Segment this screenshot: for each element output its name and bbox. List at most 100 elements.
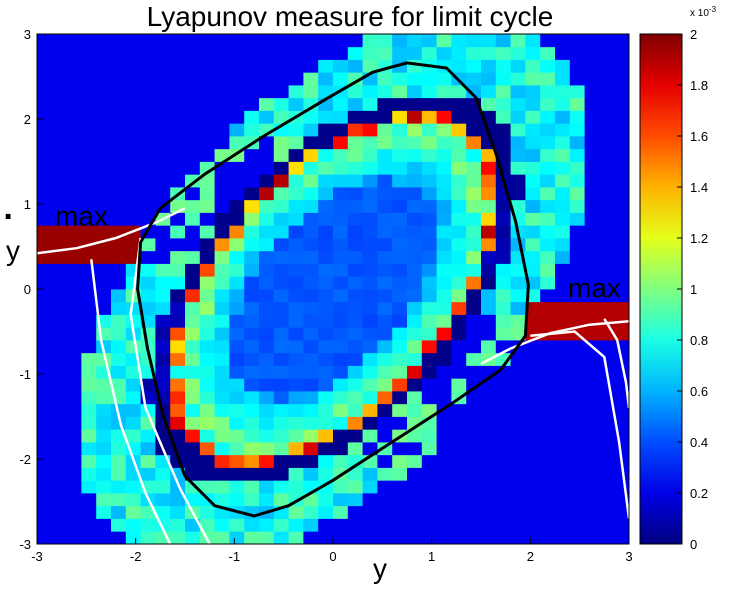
y-axis-label-dot: · bbox=[3, 198, 14, 236]
heatmap-cell bbox=[599, 480, 615, 494]
heatmap-cell bbox=[377, 378, 393, 392]
heatmap-cell bbox=[37, 505, 53, 519]
heatmap-cell bbox=[347, 174, 363, 188]
heatmap-cell bbox=[481, 493, 497, 507]
heatmap-cell bbox=[199, 123, 215, 137]
heatmap-cell bbox=[244, 493, 260, 507]
heatmap-cell bbox=[111, 467, 127, 481]
heatmap-cell bbox=[495, 378, 511, 392]
heatmap-cell bbox=[392, 480, 408, 494]
heatmap-cell bbox=[214, 187, 230, 201]
heatmap-cell bbox=[303, 442, 319, 456]
heatmap-cell bbox=[96, 505, 112, 519]
heatmap-cell bbox=[599, 59, 615, 73]
heatmap-cell bbox=[421, 531, 437, 544]
heatmap-cell bbox=[555, 518, 571, 532]
heatmap-cell bbox=[451, 289, 467, 303]
heatmap-cell bbox=[436, 46, 452, 60]
heatmap-cell bbox=[362, 263, 378, 277]
heatmap-cell bbox=[111, 301, 127, 315]
heatmap-cell bbox=[362, 225, 378, 239]
heatmap-cell bbox=[347, 148, 363, 162]
heatmap-cell bbox=[599, 276, 615, 290]
heatmap-cell bbox=[436, 276, 452, 290]
heatmap-cell bbox=[377, 174, 393, 188]
heatmap-cell bbox=[540, 250, 556, 264]
heatmap-cell bbox=[451, 454, 467, 468]
heatmap-cell bbox=[525, 403, 541, 417]
heatmap-cell bbox=[303, 225, 319, 239]
heatmap-cell bbox=[436, 225, 452, 239]
heatmap-cell bbox=[495, 429, 511, 443]
heatmap-cell bbox=[66, 340, 82, 354]
heatmap-cell bbox=[569, 250, 585, 264]
heatmap-cell bbox=[288, 72, 304, 86]
heatmap-cell bbox=[214, 97, 230, 111]
heatmap-cell bbox=[481, 289, 497, 303]
heatmap-cell bbox=[377, 110, 393, 124]
heatmap-cell bbox=[407, 174, 423, 188]
heatmap-cell bbox=[362, 340, 378, 354]
heatmap-cell bbox=[555, 442, 571, 456]
heatmap-cell bbox=[407, 289, 423, 303]
colorbar-exponent-base: x 10 bbox=[690, 8, 709, 19]
heatmap-cell bbox=[555, 85, 571, 99]
heatmap-cell bbox=[510, 148, 526, 162]
heatmap-cell bbox=[540, 301, 556, 315]
heatmap-cell bbox=[66, 72, 82, 86]
heatmap-cell bbox=[37, 327, 53, 341]
heatmap-cell bbox=[377, 403, 393, 417]
heatmap-cell bbox=[303, 199, 319, 213]
heatmap-cell bbox=[214, 174, 230, 188]
heatmap-cell bbox=[540, 238, 556, 252]
heatmap-cell bbox=[125, 174, 141, 188]
heatmap-cell bbox=[318, 148, 334, 162]
heatmap-cell bbox=[347, 378, 363, 392]
heatmap-cell bbox=[481, 238, 497, 252]
heatmap-cell bbox=[421, 199, 437, 213]
heatmap-cell bbox=[170, 301, 186, 315]
heatmap-cell bbox=[569, 187, 585, 201]
heatmap-cell bbox=[392, 187, 408, 201]
heatmap-cell bbox=[214, 467, 230, 481]
heatmap-cell bbox=[555, 365, 571, 379]
heatmap-cell bbox=[51, 110, 67, 124]
heatmap-cell bbox=[525, 212, 541, 226]
heatmap-cell bbox=[333, 97, 349, 111]
heatmap-cell bbox=[140, 174, 156, 188]
heatmap-cell bbox=[140, 123, 156, 137]
x-tick-label: 0 bbox=[329, 549, 336, 564]
heatmap-cell bbox=[510, 467, 526, 481]
heatmap-cell bbox=[244, 238, 260, 252]
heatmap-cell bbox=[525, 442, 541, 456]
heatmap-cell bbox=[495, 34, 511, 48]
heatmap-cell bbox=[303, 378, 319, 392]
heatmap-cell bbox=[407, 148, 423, 162]
heatmap-cell bbox=[481, 85, 497, 99]
heatmap-cell bbox=[66, 123, 82, 137]
heatmap-cell bbox=[614, 161, 629, 175]
heatmap-cell bbox=[421, 493, 437, 507]
heatmap-cell bbox=[584, 391, 600, 405]
heatmap-cell bbox=[318, 110, 334, 124]
heatmap-cell bbox=[392, 276, 408, 290]
x-axis-ticks: -3 -2 -1 0 1 2 3 bbox=[31, 538, 633, 564]
heatmap-cell bbox=[333, 480, 349, 494]
heatmap-cell bbox=[199, 250, 215, 264]
heatmap-cell bbox=[421, 225, 437, 239]
heatmap-cell bbox=[259, 454, 275, 468]
heatmap-cell bbox=[111, 493, 127, 507]
heatmap-cell bbox=[495, 59, 511, 73]
heatmap-cell bbox=[569, 110, 585, 124]
heatmap-cell bbox=[229, 442, 245, 456]
heatmap-cell bbox=[495, 531, 511, 544]
heatmap-cell bbox=[125, 314, 141, 328]
heatmap-cell bbox=[273, 174, 289, 188]
heatmap-cell bbox=[81, 531, 97, 544]
heatmap-cell bbox=[421, 314, 437, 328]
heatmap-cell bbox=[599, 340, 615, 354]
heatmap-cell bbox=[125, 403, 141, 417]
heatmap-cell bbox=[392, 46, 408, 60]
heatmap-cell bbox=[288, 454, 304, 468]
heatmap-cell bbox=[96, 416, 112, 430]
